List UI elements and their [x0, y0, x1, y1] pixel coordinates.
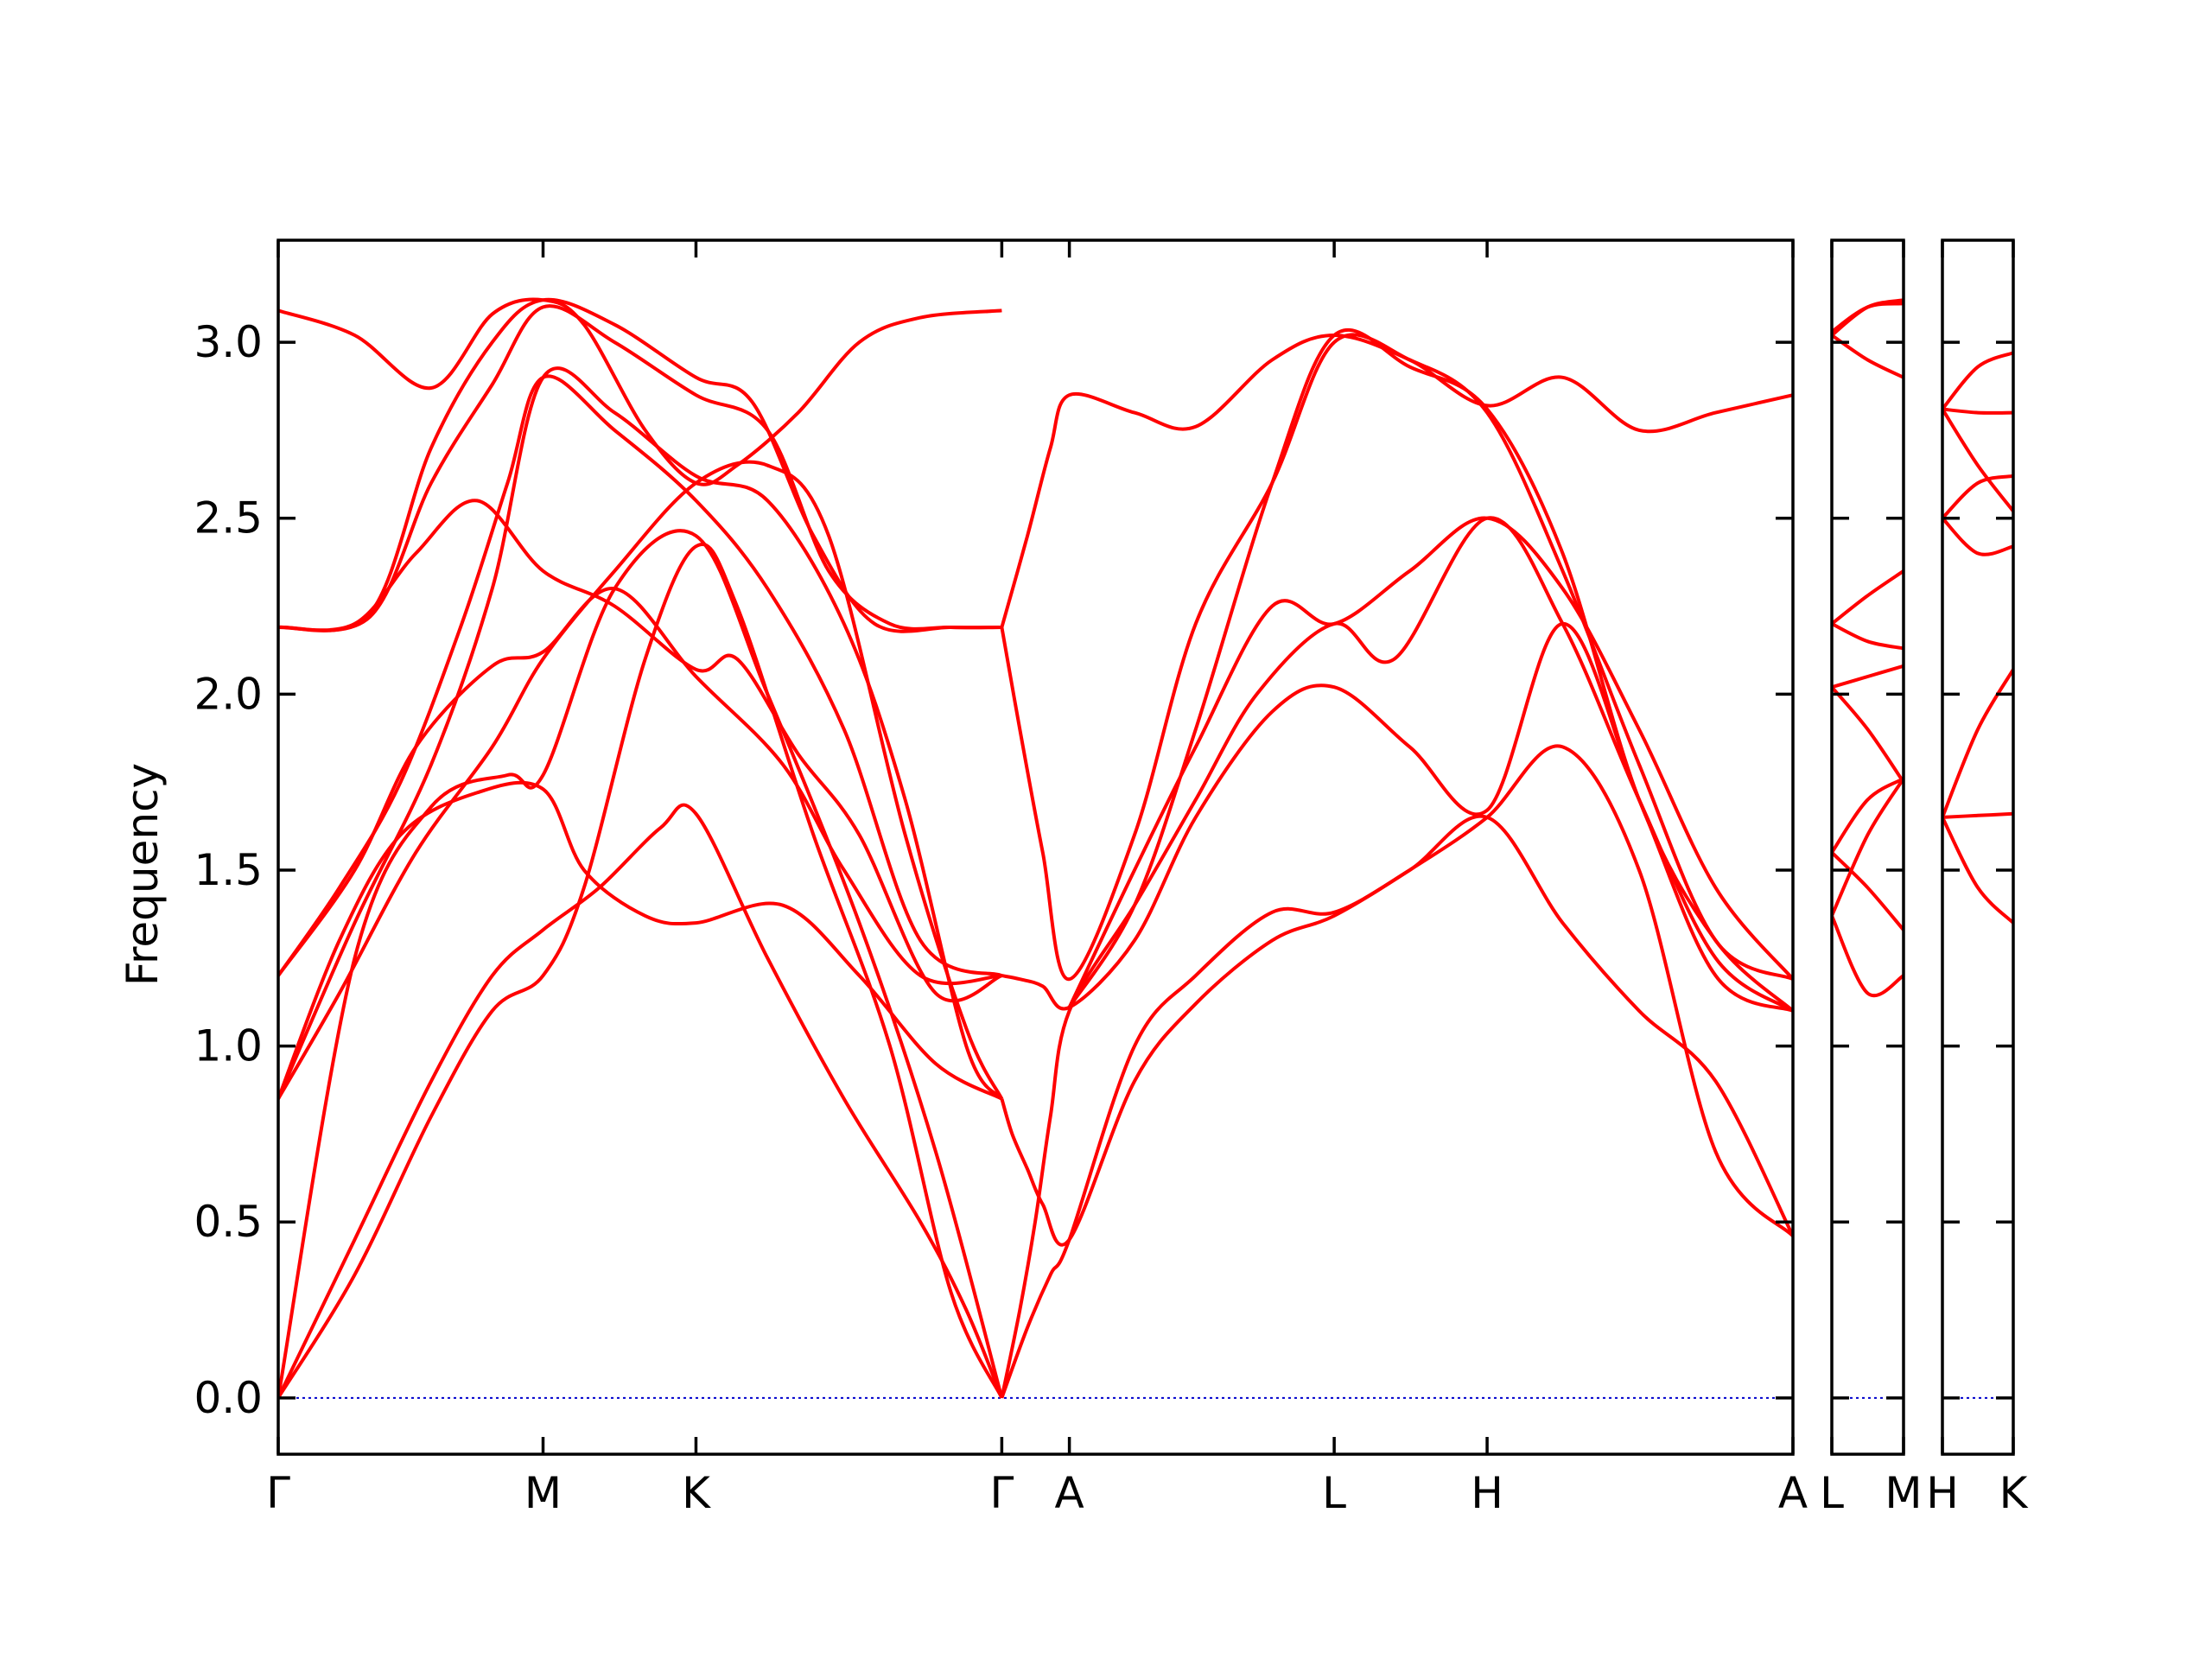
x-tick-label: L — [1820, 1468, 1844, 1518]
band-line — [278, 374, 1003, 978]
x-tick-label: H — [1471, 1468, 1503, 1518]
x-tick-label: Γ — [266, 1468, 290, 1518]
band-line — [278, 803, 1004, 1399]
band-line — [1000, 516, 1793, 1399]
panel-frame — [1830, 238, 1905, 1456]
band-line — [1942, 517, 2013, 556]
band-line — [1832, 777, 1904, 854]
band-line — [1942, 407, 2013, 415]
band-line — [1832, 685, 1904, 784]
y-axis-label: Frequency — [118, 763, 168, 986]
band-line — [1000, 814, 1793, 1399]
band-line — [1942, 351, 2013, 410]
band-line — [278, 304, 1002, 632]
band-line — [278, 499, 1003, 1003]
band-line — [1000, 333, 1793, 982]
band-line — [1001, 621, 1793, 1013]
bands — [1832, 298, 1904, 998]
band-line — [1832, 664, 1904, 690]
band-line — [1832, 622, 1904, 651]
band-line — [1942, 817, 2013, 925]
panel-1: Γ M K Γ A L H A0.00.51.01.52.02.53.0 — [194, 238, 1808, 1518]
panel-frame — [276, 238, 1795, 1456]
x-tick-label: H — [1926, 1468, 1959, 1518]
band-line — [1942, 474, 2013, 520]
y-tick-label: 3.0 — [194, 317, 263, 367]
bands — [278, 297, 1793, 1399]
band-line — [1000, 334, 1793, 628]
x-tick-label: M — [1885, 1468, 1922, 1518]
band-line — [1832, 302, 1904, 334]
x-tick-label: K — [1999, 1468, 2029, 1518]
panels: Γ M K Γ A L H A0.00.51.01.52.02.53.0L M H K — [194, 238, 2029, 1518]
band-line — [278, 587, 1002, 986]
band-line — [1942, 811, 2013, 819]
band-line — [278, 297, 1002, 486]
band-line — [1942, 408, 2013, 512]
x-tick-label: Γ — [989, 1468, 1014, 1518]
y-tick-label: 2.0 — [194, 669, 263, 719]
x-tick-label: L — [1322, 1468, 1346, 1518]
band-line — [1832, 569, 1904, 626]
y-tick-label: 1.5 — [194, 845, 263, 895]
bands — [1942, 351, 2013, 925]
band-line — [1942, 668, 2013, 818]
band-line — [1000, 744, 1793, 1247]
band-line — [1832, 915, 1904, 998]
panel-frame — [1941, 238, 2015, 1456]
band-line — [278, 366, 1004, 1100]
y-tick-label: 0.5 — [194, 1197, 263, 1247]
x-tick-label: M — [524, 1468, 562, 1518]
y-tick-label: 1.0 — [194, 1021, 263, 1071]
x-tick-label: A — [1778, 1468, 1808, 1518]
x-tick-label: K — [682, 1468, 711, 1518]
y-tick-label: 2.5 — [194, 493, 263, 543]
x-tick-label: A — [1054, 1468, 1084, 1518]
band-line — [278, 460, 1004, 1100]
band-line — [278, 780, 1003, 1101]
band-line — [1067, 327, 1793, 1013]
band-line — [278, 543, 1004, 1399]
band-line — [1832, 778, 1904, 917]
band-line — [1067, 516, 1793, 1008]
y-tick-label: 0.0 — [194, 1373, 263, 1423]
band-line — [278, 529, 1004, 1399]
band-line — [278, 297, 1002, 633]
band-line — [1832, 851, 1904, 931]
